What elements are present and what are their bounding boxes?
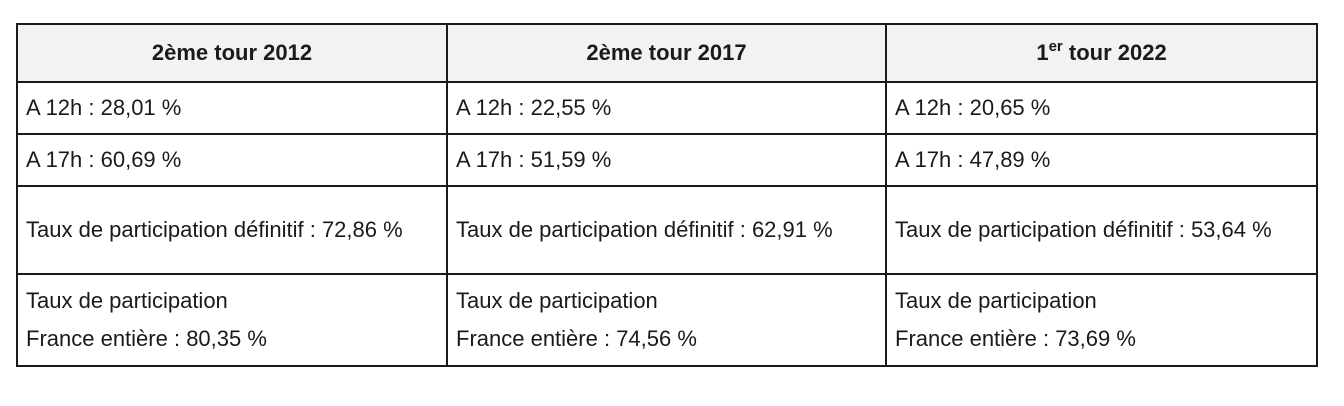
cell-2017-france-value: France entière : 74,56 % bbox=[456, 326, 697, 351]
table-row-17h: A 17h : 60,69 % A 17h : 51,59 % A 17h : … bbox=[16, 133, 1318, 187]
header-2012: 2ème tour 2012 bbox=[16, 23, 448, 83]
cell-2022-noon: A 12h : 20,65 % bbox=[885, 81, 1318, 135]
table-row-final-turnout: Taux de participation définitif : 72,86 … bbox=[16, 185, 1318, 275]
cell-2012-france-value: France entière : 80,35 % bbox=[26, 326, 267, 351]
header-2022-ordinal: 1 bbox=[1036, 40, 1049, 65]
cell-2022-france-label: Taux de participation bbox=[895, 288, 1097, 313]
cell-2022-france-value: France entière : 73,69 % bbox=[895, 326, 1136, 351]
cell-2012-france: Taux de participation France entière : 8… bbox=[16, 273, 448, 367]
header-row: 2ème tour 2012 2ème tour 2017 1er tour 2… bbox=[16, 23, 1318, 83]
header-2022-label: tour 2022 bbox=[1062, 40, 1167, 65]
table-row-france-turnout: Taux de participation France entière : 8… bbox=[16, 273, 1318, 367]
cell-2012-17h: A 17h : 60,69 % bbox=[16, 133, 448, 187]
cell-2022-final: Taux de participation définitif : 53,64 … bbox=[885, 185, 1318, 275]
cell-2012-noon: A 12h : 28,01 % bbox=[16, 81, 448, 135]
cell-2012-final: Taux de participation définitif : 72,86 … bbox=[16, 185, 448, 275]
cell-2022-france: Taux de participation France entière : 7… bbox=[885, 273, 1318, 367]
cell-2017-france-label: Taux de participation bbox=[456, 288, 658, 313]
header-2022: 1er tour 2022 bbox=[885, 23, 1318, 83]
header-2022-superscript: er bbox=[1048, 38, 1063, 55]
header-2017: 2ème tour 2017 bbox=[446, 23, 887, 83]
turnout-table: 2ème tour 2012 2ème tour 2017 1er tour 2… bbox=[16, 23, 1318, 367]
cell-2017-final: Taux de participation définitif : 62,91 … bbox=[446, 185, 887, 275]
cell-2012-france-label: Taux de participation bbox=[26, 288, 228, 313]
cell-2017-17h: A 17h : 51,59 % bbox=[446, 133, 887, 187]
cell-2017-noon: A 12h : 22,55 % bbox=[446, 81, 887, 135]
table-row-noon: A 12h : 28,01 % A 12h : 22,55 % A 12h : … bbox=[16, 81, 1318, 135]
cell-2017-france: Taux de participation France entière : 7… bbox=[446, 273, 887, 367]
cell-2022-17h: A 17h : 47,89 % bbox=[885, 133, 1318, 187]
